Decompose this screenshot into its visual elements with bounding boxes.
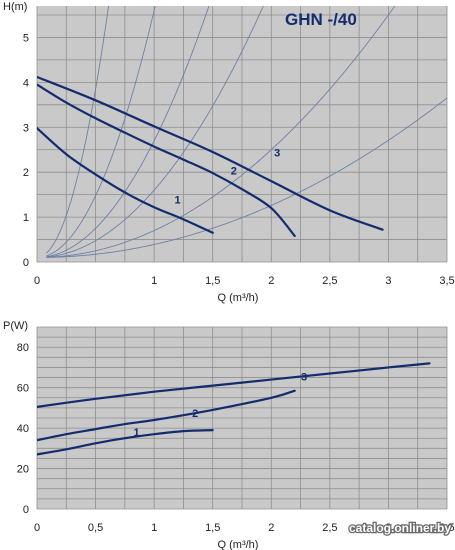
series-line-1 (37, 127, 214, 234)
x-tick-label: 2 (268, 522, 274, 534)
series-line-1 (37, 429, 214, 456)
series-label-3: 3 (274, 147, 280, 159)
system-curve (46, 6, 396, 258)
x-tick-label: 0 (34, 275, 40, 287)
x-tick-label: 3,5 (439, 275, 454, 287)
series-line-2 (37, 83, 296, 238)
x-tick-label: 1,5 (205, 522, 220, 534)
chart-title: GHN -/40 (285, 10, 357, 29)
system-curve (46, 97, 447, 258)
y-tick-label: 0 (23, 257, 29, 269)
y-tick-label: 0 (23, 504, 29, 516)
chart-power: 1 2 3 0 0,5 1 1,5 2 2,5 3 3,5 0 20 40 60 80 P(W) Q (m³/h) (3, 320, 455, 550)
y-tick-label: 3 (23, 122, 29, 134)
y-tick-label: 5 (23, 32, 29, 44)
x-tick-label: 1 (151, 275, 157, 287)
grid (36, 6, 448, 263)
x-tick-label: 3 (385, 275, 391, 287)
x-axis-label: Q (m³/h) (218, 292, 259, 304)
x-tick-label: 3,5 (439, 522, 454, 534)
y-tick-label: 2 (23, 167, 29, 179)
y-tick-label: 60 (17, 383, 29, 395)
y-axis-label: P(W) (3, 320, 28, 332)
y-tick-label: 4 (23, 77, 29, 89)
x-tick-label: 0 (34, 522, 40, 534)
series (37, 75, 384, 238)
watermark-text: catalog.onliner.by (349, 521, 451, 535)
x-tick-label: 2,5 (322, 275, 337, 287)
series-label-2: 2 (192, 408, 198, 420)
x-tick-label: 1,5 (205, 275, 220, 287)
y-tick-label: 20 (17, 464, 29, 476)
y-axis-label: H(m) (3, 1, 27, 13)
x-axis-label: Q (m³/h) (218, 539, 259, 550)
series-label-3: 3 (301, 372, 307, 384)
series (37, 362, 431, 456)
system-curve (46, 6, 264, 258)
chart-head: 1 2 3 0 1 1,5 2 2,5 3 3,5 0 1 2 3 4 5 H(m) Q (m³/h) GHN -/… (3, 1, 455, 304)
x-tick-label: 0,5 (88, 522, 103, 534)
x-tick-label: 3 (385, 522, 391, 534)
series-line-2 (37, 389, 296, 442)
y-tick-label: 80 (17, 342, 29, 354)
series-label-2: 2 (231, 165, 237, 177)
y-tick-label: 1 (23, 212, 29, 224)
series-line-3 (37, 362, 431, 408)
system-curves (46, 6, 447, 258)
series-line-3 (37, 75, 384, 231)
y-tick-label: 40 (17, 423, 29, 435)
system-curve (46, 6, 156, 257)
series-label-1: 1 (134, 427, 140, 439)
x-tick-label: 1 (151, 522, 157, 534)
system-curve (46, 6, 210, 258)
system-curve (46, 6, 110, 254)
series-label-1: 1 (175, 195, 181, 207)
x-tick-label: 2,5 (322, 522, 337, 534)
x-tick-label: 2 (268, 275, 274, 287)
